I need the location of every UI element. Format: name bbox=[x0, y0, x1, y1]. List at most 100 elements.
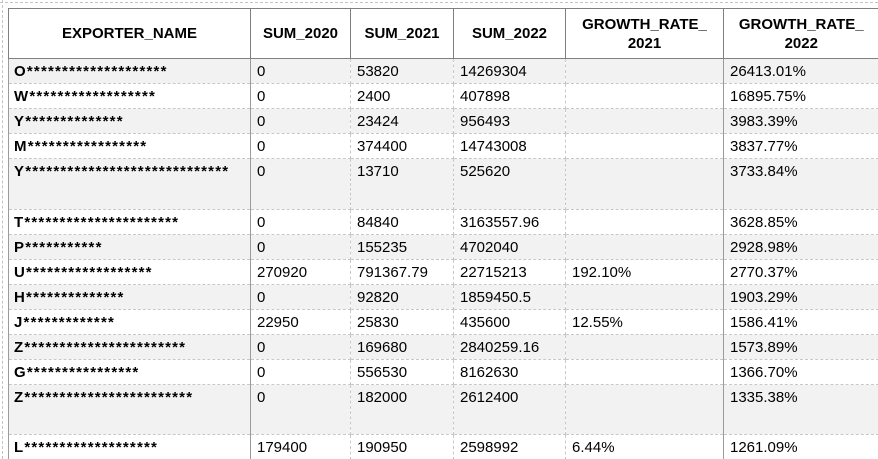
cell-growth-rate-2022[interactable]: 3983.39% bbox=[723, 108, 878, 134]
table-row: T********************** 0 84840 3163557.… bbox=[8, 209, 878, 235]
cell-sum-2022[interactable]: 8162630 bbox=[453, 359, 566, 385]
cell-exporter-name[interactable]: W****************** bbox=[8, 83, 251, 109]
cell-sum-2021[interactable]: 23424 bbox=[350, 108, 454, 134]
cell-growth-rate-2022[interactable]: 1573.89% bbox=[723, 334, 878, 360]
cell-growth-rate-2022[interactable]: 1903.29% bbox=[723, 284, 878, 310]
cell-growth-rate-2022[interactable]: 2928.98% bbox=[723, 234, 878, 260]
header-label: GROWTH_RATE_ bbox=[582, 15, 707, 33]
cell-exporter-name[interactable]: Y************** bbox=[8, 108, 251, 134]
cell-sum-2022[interactable]: 1859450.5 bbox=[453, 284, 566, 310]
cell-sum-2022[interactable]: 2840259.16 bbox=[453, 334, 566, 360]
column-header-exporter-name[interactable]: EXPORTER_NAME bbox=[8, 8, 251, 59]
cell-sum-2021[interactable]: 791367.79 bbox=[350, 259, 454, 285]
cell-exporter-name[interactable]: M***************** bbox=[8, 133, 251, 159]
column-header-growth-rate-2022[interactable]: GROWTH_RATE_ 2022 bbox=[723, 8, 878, 59]
cell-growth-rate-2021[interactable] bbox=[565, 83, 724, 109]
cell-sum-2021[interactable]: 92820 bbox=[350, 284, 454, 310]
cell-sum-2022[interactable]: 22715213 bbox=[453, 259, 566, 285]
cell-sum-2022[interactable]: 435600 bbox=[453, 309, 566, 335]
cell-growth-rate-2022[interactable]: 2770.37% bbox=[723, 259, 878, 285]
table-row: Z************************ 0 182000 26124… bbox=[8, 384, 878, 435]
cell-growth-rate-2021[interactable]: 12.55% bbox=[565, 309, 724, 335]
cell-growth-rate-2021[interactable]: 6.44% bbox=[565, 434, 724, 459]
table-row: U****************** 270920 791367.79 227… bbox=[8, 259, 878, 285]
cell-growth-rate-2021[interactable] bbox=[565, 384, 724, 435]
cell-sum-2021[interactable]: 556530 bbox=[350, 359, 454, 385]
cell-growth-rate-2021[interactable] bbox=[565, 359, 724, 385]
page-break-line-horizontal bbox=[0, 2, 878, 3]
cell-exporter-name[interactable]: U****************** bbox=[8, 259, 251, 285]
cell-exporter-name[interactable]: L******************* bbox=[8, 434, 251, 459]
cell-growth-rate-2021[interactable] bbox=[565, 334, 724, 360]
cell-sum-2020[interactable]: 22950 bbox=[250, 309, 351, 335]
cell-sum-2021[interactable]: 374400 bbox=[350, 133, 454, 159]
cell-sum-2020[interactable]: 0 bbox=[250, 133, 351, 159]
cell-growth-rate-2021[interactable] bbox=[565, 108, 724, 134]
cell-exporter-name[interactable]: G**************** bbox=[8, 359, 251, 385]
cell-growth-rate-2022[interactable]: 1366.70% bbox=[723, 359, 878, 385]
cell-growth-rate-2022[interactable]: 1586.41% bbox=[723, 309, 878, 335]
cell-sum-2020[interactable]: 0 bbox=[250, 359, 351, 385]
cell-exporter-name[interactable]: O******************** bbox=[8, 58, 251, 84]
header-label-line2: 2021 bbox=[627, 34, 662, 52]
cell-sum-2020[interactable]: 0 bbox=[250, 234, 351, 260]
cell-growth-rate-2021[interactable] bbox=[565, 58, 724, 84]
cell-exporter-name[interactable]: Y***************************** bbox=[8, 158, 251, 210]
cell-growth-rate-2021[interactable] bbox=[565, 133, 724, 159]
cell-sum-2021[interactable]: 2400 bbox=[350, 83, 454, 109]
cell-sum-2020[interactable]: 0 bbox=[250, 284, 351, 310]
cell-sum-2021[interactable]: 84840 bbox=[350, 209, 454, 235]
column-header-sum-2020[interactable]: SUM_2020 bbox=[250, 8, 351, 59]
cell-exporter-name[interactable]: T********************** bbox=[8, 209, 251, 235]
cell-exporter-name[interactable]: J************* bbox=[8, 309, 251, 335]
cell-sum-2020[interactable]: 179400 bbox=[250, 434, 351, 459]
cell-sum-2020[interactable]: 270920 bbox=[250, 259, 351, 285]
cell-growth-rate-2021[interactable] bbox=[565, 234, 724, 260]
cell-exporter-name[interactable]: Z*********************** bbox=[8, 334, 251, 360]
column-header-growth-rate-2021[interactable]: GROWTH_RATE_ 2021 bbox=[565, 8, 724, 59]
cell-sum-2020[interactable]: 0 bbox=[250, 209, 351, 235]
cell-growth-rate-2022[interactable]: 1335.38% bbox=[723, 384, 878, 435]
table-row: J************* 22950 25830 435600 12.55%… bbox=[8, 309, 878, 335]
cell-sum-2022[interactable]: 14743008 bbox=[453, 133, 566, 159]
cell-sum-2021[interactable]: 13710 bbox=[350, 158, 454, 210]
cell-sum-2021[interactable]: 190950 bbox=[350, 434, 454, 459]
cell-growth-rate-2021[interactable] bbox=[565, 209, 724, 235]
cell-growth-rate-2022[interactable]: 3733.84% bbox=[723, 158, 878, 210]
cell-sum-2021[interactable]: 53820 bbox=[350, 58, 454, 84]
cell-sum-2020[interactable]: 0 bbox=[250, 334, 351, 360]
cell-sum-2021[interactable]: 182000 bbox=[350, 384, 454, 435]
cell-exporter-name[interactable]: Z************************ bbox=[8, 384, 251, 435]
cell-sum-2022[interactable]: 2598992 bbox=[453, 434, 566, 459]
cell-sum-2020[interactable]: 0 bbox=[250, 83, 351, 109]
cell-sum-2022[interactable]: 14269304 bbox=[453, 58, 566, 84]
cell-sum-2022[interactable]: 4702040 bbox=[453, 234, 566, 260]
cell-sum-2021[interactable]: 169680 bbox=[350, 334, 454, 360]
cell-sum-2020[interactable]: 0 bbox=[250, 384, 351, 435]
cell-growth-rate-2022[interactable]: 3628.85% bbox=[723, 209, 878, 235]
cell-exporter-name[interactable]: P*********** bbox=[8, 234, 251, 260]
cell-exporter-name[interactable]: H************** bbox=[8, 284, 251, 310]
cell-sum-2022[interactable]: 525620 bbox=[453, 158, 566, 210]
cell-sum-2020[interactable]: 0 bbox=[250, 58, 351, 84]
cell-sum-2020[interactable]: 0 bbox=[250, 108, 351, 134]
cell-sum-2021[interactable]: 155235 bbox=[350, 234, 454, 260]
column-header-sum-2022[interactable]: SUM_2022 bbox=[453, 8, 566, 59]
cell-sum-2022[interactable]: 3163557.96 bbox=[453, 209, 566, 235]
table-row: O******************** 0 53820 14269304 2… bbox=[8, 58, 878, 84]
exporters-growth-table: EXPORTER_NAME SUM_2020 SUM_2021 SUM_2022… bbox=[8, 8, 878, 459]
cell-growth-rate-2022[interactable]: 3837.77% bbox=[723, 133, 878, 159]
cell-growth-rate-2021[interactable] bbox=[565, 284, 724, 310]
cell-growth-rate-2022[interactable]: 1261.09% bbox=[723, 434, 878, 459]
cell-sum-2022[interactable]: 956493 bbox=[453, 108, 566, 134]
cell-sum-2020[interactable]: 0 bbox=[250, 158, 351, 210]
cell-growth-rate-2022[interactable]: 26413.01% bbox=[723, 58, 878, 84]
cell-sum-2021[interactable]: 25830 bbox=[350, 309, 454, 335]
cell-sum-2022[interactable]: 407898 bbox=[453, 83, 566, 109]
cell-sum-2022[interactable]: 2612400 bbox=[453, 384, 566, 435]
cell-growth-rate-2021[interactable] bbox=[565, 158, 724, 210]
column-header-sum-2021[interactable]: SUM_2021 bbox=[350, 8, 454, 59]
cell-growth-rate-2022[interactable]: 16895.75% bbox=[723, 83, 878, 109]
cell-growth-rate-2021[interactable]: 192.10% bbox=[565, 259, 724, 285]
